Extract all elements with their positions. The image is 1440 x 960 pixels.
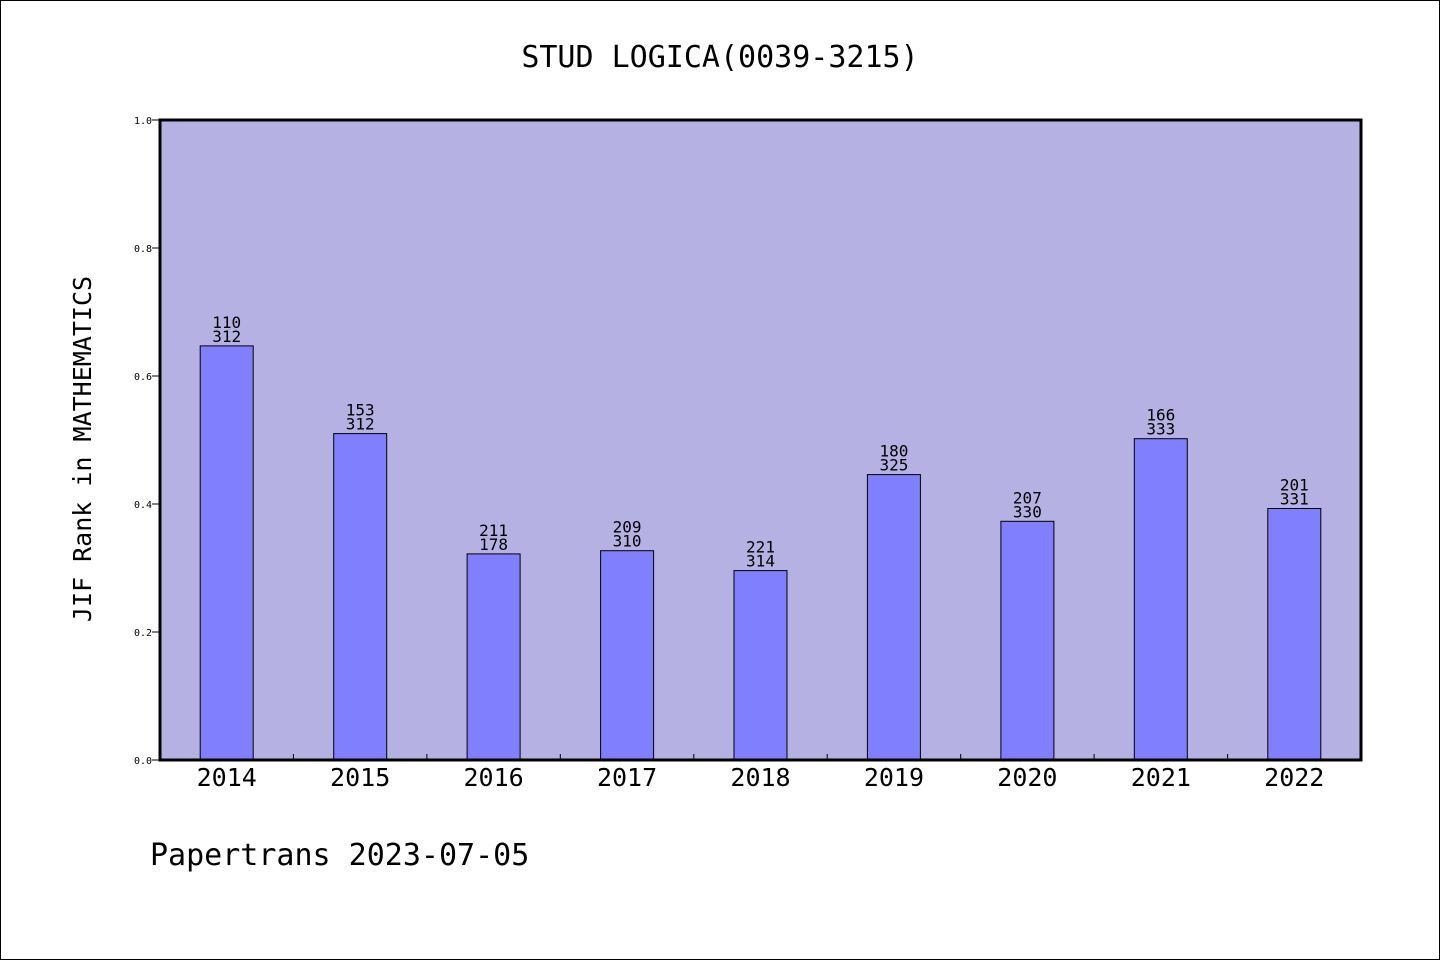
bar-label-rank-2015: 153 <box>346 401 375 420</box>
bar-label-total-2018: 314 <box>746 552 775 571</box>
x-tick-label-2019: 2019 <box>864 763 924 792</box>
x-tick-label-2016: 2016 <box>464 763 524 792</box>
y-axis-label: JIF Rank in MATHEMATICS <box>68 276 97 622</box>
bar-label-rank-2019: 180 <box>879 442 908 461</box>
bar-label-rank-2014: 110 <box>212 313 241 332</box>
bar-label-total-2016: 178 <box>479 535 508 554</box>
x-tick-label-2015: 2015 <box>330 763 390 792</box>
y-tick-label: 0.4 <box>134 500 152 511</box>
bar-2022 <box>1267 508 1322 761</box>
bar-2016 <box>466 553 521 761</box>
bar-2021 <box>1133 438 1188 761</box>
y-tick-label: 0.2 <box>134 628 152 639</box>
bar-2020 <box>1000 520 1055 761</box>
bar-label-total-2021: 333 <box>1146 420 1175 439</box>
bar-label-rank-2022: 201 <box>1280 476 1309 495</box>
bar-2014 <box>199 345 254 761</box>
bar-2017 <box>600 550 655 761</box>
y-axis-ticks: 0.0 0.2 0.4 0.6 0.8 1.0 <box>134 116 160 767</box>
bar-label-total-2017: 310 <box>613 532 642 551</box>
y-tick-label: 0.8 <box>134 244 152 255</box>
y-tick-label: 1.0 <box>134 116 152 127</box>
bar-2018 <box>733 570 788 761</box>
bar-label-total-2019: 325 <box>879 456 908 475</box>
x-tick-label-2020: 2020 <box>997 763 1057 792</box>
bar-2019 <box>866 474 921 761</box>
bar-label-total-2022: 331 <box>1280 490 1309 509</box>
y-tick-label: 0.0 <box>134 756 152 767</box>
bar-label-total-2020: 330 <box>1013 502 1042 521</box>
x-tick-label-2022: 2022 <box>1264 763 1324 792</box>
x-tick-label-2021: 2021 <box>1131 763 1191 792</box>
chart-title: STUD LOGICA(0039-3215) <box>521 40 918 75</box>
bar-label-rank-2017: 209 <box>613 518 642 537</box>
bar-label-rank-2016: 211 <box>479 521 508 540</box>
bar-label-rank-2021: 166 <box>1146 406 1175 425</box>
plot-border <box>158 118 1363 762</box>
x-axis-ticks: 2014 2015 2016 2017 2018 2019 2020 2021 2022 <box>197 754 1324 792</box>
x-tick-label-2014: 2014 <box>197 763 257 792</box>
bar-label-total-2014: 312 <box>212 327 241 346</box>
footer-credit: Papertrans 2023-07-05 <box>150 838 529 873</box>
bar-label-total-2015: 312 <box>346 415 375 434</box>
y-tick-label: 0.6 <box>134 372 152 383</box>
bar-label-rank-2020: 207 <box>1013 488 1042 507</box>
x-tick-label-2017: 2017 <box>597 763 657 792</box>
bar-2015 <box>333 433 388 761</box>
bar-label-rank-2018: 221 <box>746 538 775 557</box>
bars-group <box>199 345 1322 761</box>
x-tick-label-2018: 2018 <box>730 763 790 792</box>
